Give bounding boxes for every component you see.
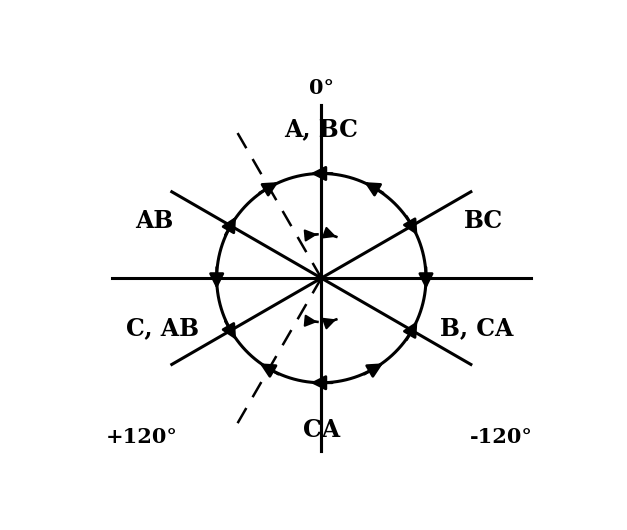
Text: C, AB: C, AB: [126, 316, 199, 340]
Text: AB: AB: [135, 209, 173, 233]
Text: A, BC: A, BC: [285, 118, 358, 142]
Text: -120°: -120°: [470, 427, 533, 447]
Text: B, CA: B, CA: [440, 316, 513, 340]
Text: +120°: +120°: [105, 427, 177, 447]
Text: CA: CA: [303, 418, 340, 442]
Text: 0°: 0°: [309, 78, 334, 98]
Text: BC: BC: [464, 209, 503, 233]
